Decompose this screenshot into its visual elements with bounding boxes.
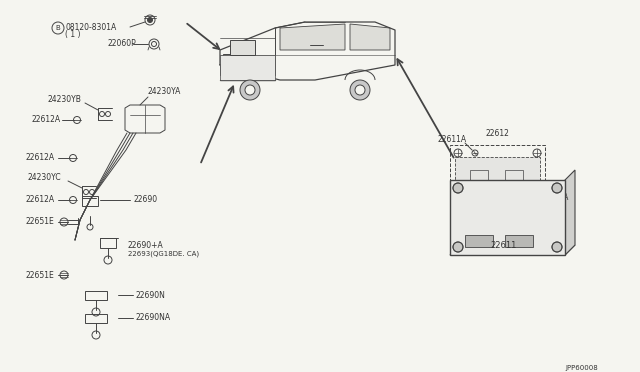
Bar <box>220 65 275 75</box>
Text: 22060P: 22060P <box>108 39 137 48</box>
Text: 22611: 22611 <box>490 241 516 250</box>
Bar <box>230 40 255 55</box>
Text: 24230YA: 24230YA <box>148 87 181 96</box>
Text: JPP60008: JPP60008 <box>565 365 598 371</box>
Circle shape <box>355 85 365 95</box>
Circle shape <box>245 85 255 95</box>
Bar <box>450 180 565 255</box>
Bar <box>220 55 275 80</box>
Text: 22612: 22612 <box>485 128 509 138</box>
Text: ( 1 ): ( 1 ) <box>65 31 81 39</box>
Text: 24230YC: 24230YC <box>28 173 61 183</box>
Polygon shape <box>455 157 540 193</box>
Text: 22651E: 22651E <box>25 270 54 279</box>
Text: 08120-8301A: 08120-8301A <box>65 22 116 32</box>
Polygon shape <box>280 24 345 50</box>
Bar <box>505 235 533 247</box>
Bar <box>100 238 116 248</box>
Bar <box>85 314 107 323</box>
Bar <box>470 170 488 180</box>
Polygon shape <box>565 170 575 255</box>
Text: 22690+A: 22690+A <box>128 241 164 250</box>
Circle shape <box>552 183 562 193</box>
Bar <box>505 170 523 180</box>
Text: 22690N: 22690N <box>135 291 165 299</box>
Bar <box>465 235 493 247</box>
Bar <box>450 145 545 205</box>
Text: 22612A: 22612A <box>32 115 61 125</box>
Text: 22651E: 22651E <box>25 218 54 227</box>
Circle shape <box>147 17 152 22</box>
Circle shape <box>350 80 370 100</box>
Text: 22612A: 22612A <box>25 196 54 205</box>
Bar <box>85 291 107 300</box>
Text: B: B <box>56 25 60 31</box>
Text: 22690: 22690 <box>133 196 157 205</box>
Circle shape <box>453 183 463 193</box>
Circle shape <box>453 242 463 252</box>
Text: 22611A: 22611A <box>438 135 467 144</box>
Circle shape <box>552 242 562 252</box>
Text: 22693(QG18DE. CA): 22693(QG18DE. CA) <box>128 251 199 257</box>
Bar <box>82 196 98 206</box>
Text: 22612A: 22612A <box>25 154 54 163</box>
Text: 22690NA: 22690NA <box>135 314 170 323</box>
Text: 24230YB: 24230YB <box>48 96 82 105</box>
Polygon shape <box>450 245 575 255</box>
Bar <box>223 54 243 62</box>
Text: 23714A: 23714A <box>540 193 570 202</box>
Polygon shape <box>350 24 390 50</box>
Circle shape <box>240 80 260 100</box>
